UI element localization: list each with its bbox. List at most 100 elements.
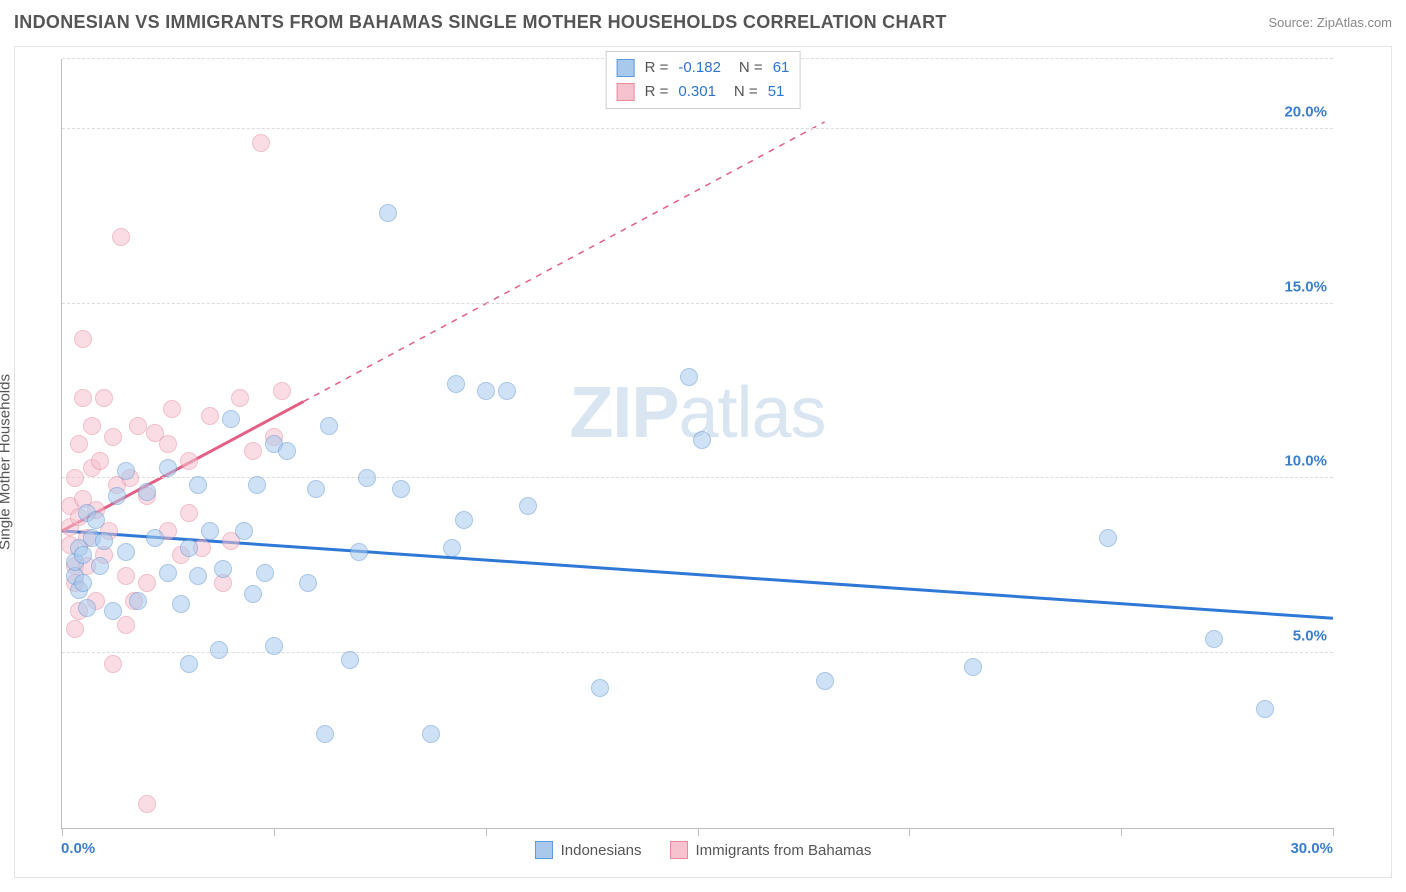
scatter-point xyxy=(138,795,156,813)
scatter-point xyxy=(201,407,219,425)
scatter-point xyxy=(104,602,122,620)
scatter-point xyxy=(180,655,198,673)
legend: Indonesians Immigrants from Bahamas xyxy=(15,841,1391,859)
scatter-point xyxy=(244,442,262,460)
scatter-point xyxy=(231,389,249,407)
legend-item: Immigrants from Bahamas xyxy=(670,841,872,859)
stats-row: R = -0.182N = 61 xyxy=(617,56,790,80)
x-axis-tick xyxy=(909,828,910,836)
scatter-point xyxy=(1256,700,1274,718)
scatter-point xyxy=(252,134,270,152)
scatter-point xyxy=(379,204,397,222)
scatter-point xyxy=(443,539,461,557)
scatter-point xyxy=(66,469,84,487)
scatter-point xyxy=(1205,630,1223,648)
scatter-point xyxy=(591,679,609,697)
scatter-point xyxy=(129,417,147,435)
scatter-point xyxy=(210,641,228,659)
grid-line xyxy=(62,128,1333,129)
scatter-point xyxy=(159,564,177,582)
scatter-point xyxy=(70,435,88,453)
scatter-point xyxy=(74,330,92,348)
scatter-point xyxy=(278,442,296,460)
scatter-point xyxy=(341,651,359,669)
x-axis-tick xyxy=(486,828,487,836)
x-axis-tick xyxy=(1121,828,1122,836)
scatter-point xyxy=(248,476,266,494)
scatter-point xyxy=(680,368,698,386)
scatter-point xyxy=(273,382,291,400)
scatter-point xyxy=(138,483,156,501)
scatter-point xyxy=(265,637,283,655)
scatter-point xyxy=(1099,529,1117,547)
scatter-point xyxy=(320,417,338,435)
scatter-point xyxy=(358,469,376,487)
scatter-point xyxy=(201,522,219,540)
scatter-point xyxy=(91,557,109,575)
scatter-point xyxy=(117,616,135,634)
scatter-point xyxy=(214,560,232,578)
scatter-point xyxy=(91,452,109,470)
scatter-point xyxy=(104,428,122,446)
scatter-point xyxy=(74,574,92,592)
x-axis-tick xyxy=(1333,828,1334,836)
scatter-point xyxy=(138,574,156,592)
plot-area: ZIPatlas 5.0%10.0%15.0%20.0% xyxy=(61,59,1333,829)
scatter-point xyxy=(112,228,130,246)
scatter-point xyxy=(172,595,190,613)
scatter-point xyxy=(146,529,164,547)
scatter-point xyxy=(316,725,334,743)
scatter-point xyxy=(95,532,113,550)
legend-swatch xyxy=(617,59,635,77)
scatter-point xyxy=(163,400,181,418)
legend-swatch xyxy=(617,83,635,101)
y-axis-label: Single Mother Households xyxy=(0,374,14,550)
scatter-point xyxy=(299,574,317,592)
scatter-point xyxy=(180,539,198,557)
scatter-point xyxy=(74,546,92,564)
scatter-point xyxy=(235,522,253,540)
y-axis-tick-label: 20.0% xyxy=(1284,103,1327,120)
source-label: Source: ZipAtlas.com xyxy=(1268,15,1392,30)
y-axis-tick-label: 15.0% xyxy=(1284,278,1327,295)
scatter-point xyxy=(816,672,834,690)
scatter-point xyxy=(964,658,982,676)
y-axis-tick-label: 10.0% xyxy=(1284,453,1327,470)
scatter-point xyxy=(83,417,101,435)
scatter-point xyxy=(180,504,198,522)
scatter-point xyxy=(117,543,135,561)
x-axis-tick xyxy=(274,828,275,836)
scatter-point xyxy=(117,567,135,585)
scatter-point xyxy=(455,511,473,529)
scatter-point xyxy=(422,725,440,743)
scatter-point xyxy=(117,462,135,480)
scatter-point xyxy=(95,389,113,407)
legend-swatch xyxy=(670,841,688,859)
scatter-point xyxy=(307,480,325,498)
scatter-point xyxy=(477,382,495,400)
scatter-point xyxy=(108,487,126,505)
legend-swatch xyxy=(535,841,553,859)
scatter-point xyxy=(350,543,368,561)
stats-row: R = 0.301N = 51 xyxy=(617,80,790,104)
legend-item: Indonesians xyxy=(535,841,642,859)
scatter-point xyxy=(447,375,465,393)
scatter-point xyxy=(244,585,262,603)
grid-line xyxy=(62,652,1333,653)
correlation-stats-box: R = -0.182N = 61R = 0.301N = 51 xyxy=(606,51,801,109)
scatter-point xyxy=(180,452,198,470)
y-axis-tick-label: 5.0% xyxy=(1293,628,1327,645)
x-axis-tick xyxy=(698,828,699,836)
scatter-point xyxy=(159,435,177,453)
scatter-point xyxy=(159,459,177,477)
scatter-point xyxy=(498,382,516,400)
scatter-point xyxy=(392,480,410,498)
scatter-point xyxy=(66,620,84,638)
grid-line xyxy=(62,303,1333,304)
scatter-point xyxy=(222,410,240,428)
scatter-point xyxy=(189,567,207,585)
scatter-point xyxy=(256,564,274,582)
scatter-point xyxy=(74,389,92,407)
scatter-point xyxy=(693,431,711,449)
chart-title: INDONESIAN VS IMMIGRANTS FROM BAHAMAS SI… xyxy=(14,12,947,33)
